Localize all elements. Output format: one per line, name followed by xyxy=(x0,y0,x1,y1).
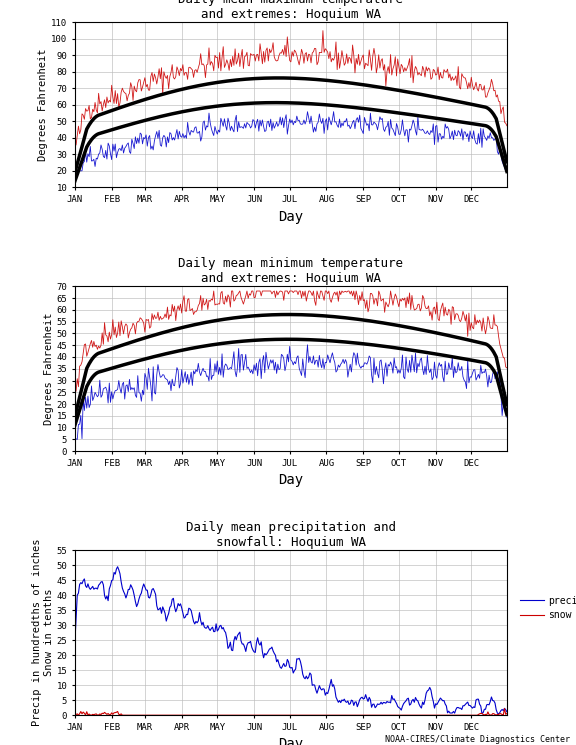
Title: Daily mean minimum temperature
and extremes: Hoquium WA: Daily mean minimum temperature and extre… xyxy=(179,257,403,285)
X-axis label: Day: Day xyxy=(278,738,304,745)
Y-axis label: Degrees Fahrenheit: Degrees Fahrenheit xyxy=(44,312,54,425)
Title: Daily mean maximum temperature
and extremes: Hoquium WA: Daily mean maximum temperature and extre… xyxy=(179,0,403,21)
Y-axis label: Precip in hundredths of inches
Snow in tenths: Precip in hundredths of inches Snow in t… xyxy=(32,539,54,726)
Y-axis label: Degrees Fahrenheit: Degrees Fahrenheit xyxy=(39,48,48,161)
Text: NOAA-CIRES/Climate Diagnostics Center: NOAA-CIRES/Climate Diagnostics Center xyxy=(385,735,570,744)
Title: Daily mean precipitation and
snowfall: Hoquium WA: Daily mean precipitation and snowfall: H… xyxy=(186,521,396,549)
X-axis label: Day: Day xyxy=(278,474,304,487)
Legend: precip, snow: precip, snow xyxy=(516,592,576,624)
X-axis label: Day: Day xyxy=(278,209,304,224)
